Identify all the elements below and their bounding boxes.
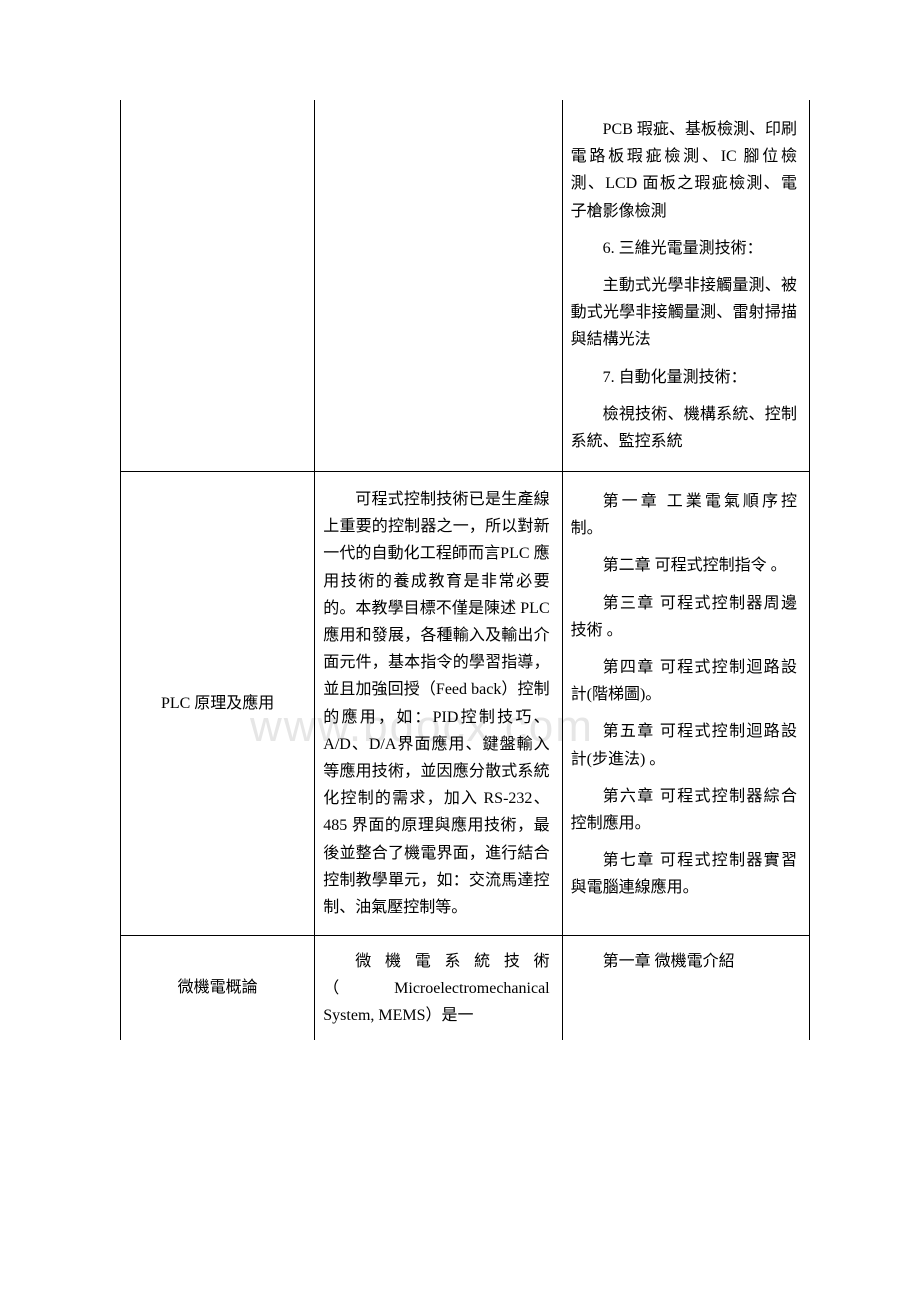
outline-para: 7. 自動化量測技術： <box>571 364 797 391</box>
outline-para: 第三章 可程式控制器周邊技術 。 <box>571 590 797 644</box>
description-para: 微機電系統技術（Microelectromechanical System, M… <box>323 948 549 1030</box>
cell-outline: 第一章 微機電介紹 <box>562 936 809 1040</box>
cell-course-name: 微機電概論 <box>121 936 315 1040</box>
cell-outline: 第一章 工業電氣順序控制。 第二章 可程式控制指令 。 第三章 可程式控制器周邊… <box>562 472 809 936</box>
table-row: 微機電概論 微機電系統技術（Microelectromechanical Sys… <box>121 936 810 1040</box>
cell-description: 可程式控制技術已是生產線上重要的控制器之一，所以對新一代的自動化工程師而言PLC… <box>315 472 562 936</box>
outline-para: 6. 三維光電量測技術： <box>571 235 797 262</box>
page: PCB 瑕疵、基板檢測、印刷電路板瑕疵檢測、IC 腳位檢測、LCD 面板之瑕疵檢… <box>0 0 920 1080</box>
description-para: 可程式控制技術已是生產線上重要的控制器之一，所以對新一代的自動化工程師而言PLC… <box>323 486 549 921</box>
table-row: PLC 原理及應用 可程式控制技術已是生產線上重要的控制器之一，所以對新一代的自… <box>121 472 810 936</box>
outline-para: 第七章 可程式控制器實習與電腦連線應用。 <box>571 847 797 901</box>
outline-para: PCB 瑕疵、基板檢測、印刷電路板瑕疵檢測、IC 腳位檢測、LCD 面板之瑕疵檢… <box>571 116 797 225</box>
table-row: PCB 瑕疵、基板檢測、印刷電路板瑕疵檢測、IC 腳位檢測、LCD 面板之瑕疵檢… <box>121 100 810 472</box>
outline-para: 第五章 可程式控制迴路設計(步進法) 。 <box>571 718 797 772</box>
cell-description <box>315 100 562 472</box>
outline-para: 主動式光學非接觸量測、被動式光學非接觸量測、雷射掃描與結構光法 <box>571 272 797 354</box>
cell-outline: PCB 瑕疵、基板檢測、印刷電路板瑕疵檢測、IC 腳位檢測、LCD 面板之瑕疵檢… <box>562 100 809 472</box>
outline-para: 第一章 工業電氣順序控制。 <box>571 488 797 542</box>
cell-course-name: PLC 原理及應用 <box>121 472 315 936</box>
outline-para: 檢視技術、機構系統、控制系統、監控系統 <box>571 401 797 455</box>
cell-description: 微機電系統技術（Microelectromechanical System, M… <box>315 936 562 1040</box>
cell-course-name <box>121 100 315 472</box>
outline-para: 第一章 微機電介紹 <box>571 948 797 975</box>
outline-para: 第四章 可程式控制迴路設計(階梯圖)。 <box>571 654 797 708</box>
course-table: PCB 瑕疵、基板檢測、印刷電路板瑕疵檢測、IC 腳位檢測、LCD 面板之瑕疵檢… <box>120 100 810 1040</box>
outline-para: 第二章 可程式控制指令 。 <box>571 552 797 579</box>
outline-para: 第六章 可程式控制器綜合控制應用。 <box>571 783 797 837</box>
